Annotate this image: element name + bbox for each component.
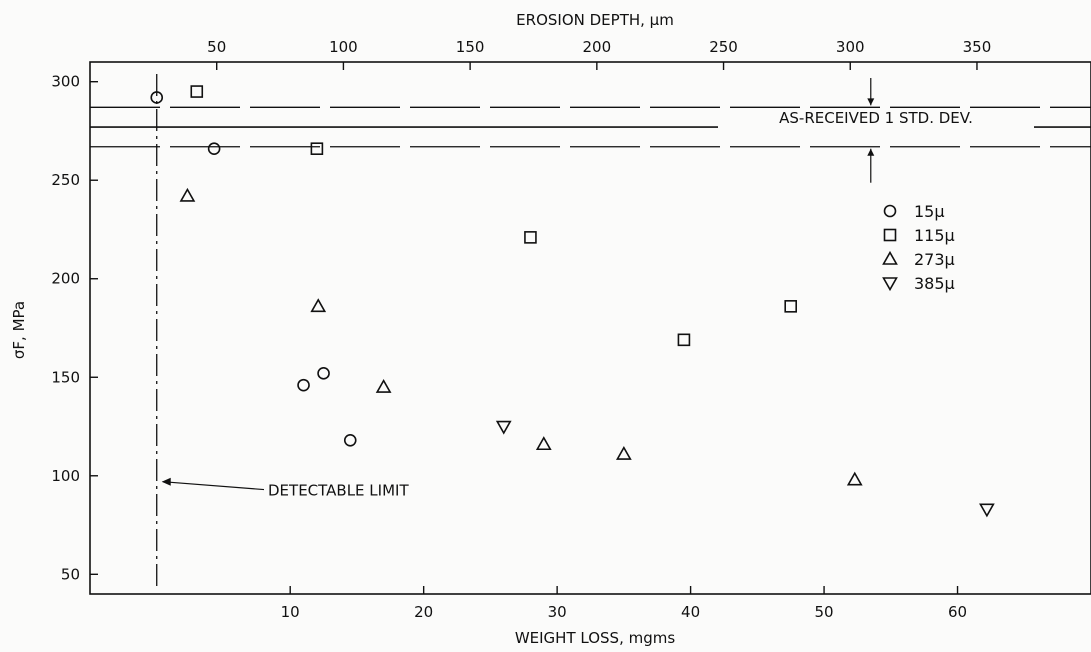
data-point-triangle-down [495,420,512,435]
plot-frame [89,61,1091,595]
x-tick-label: 10 [281,603,300,621]
data-point-triangle-up [375,378,392,393]
x-tick-label: 40 [681,603,700,621]
reference-label: AS-RECEIVED 1 STD. DEV. [779,109,973,127]
data-point-triangle-up [179,187,196,202]
y-tick-label: 200 [51,270,80,288]
data-point-triangle-down [979,503,995,518]
data-point-circle [297,378,310,392]
x2-tick-label: 300 [836,38,865,56]
std-dev-arrowhead-down [867,98,875,106]
data-point-square [190,85,204,98]
data-point-circle [317,367,330,380]
legend-label: 115μ [914,226,955,245]
data-point-square [677,333,691,347]
data-point-circle [343,434,357,447]
x2-tick-label: 250 [709,38,738,56]
detectable-limit-arrowhead [161,477,171,486]
data-point-circle [207,142,221,155]
data-point-circle [150,91,164,104]
data-point-triangle-up [846,471,863,486]
data-point-square [784,300,798,313]
x-tick-label: 20 [414,603,433,621]
detectable-limit-pointer [162,481,265,491]
x-tick-label: 50 [815,603,834,621]
y-tick-label: 100 [51,467,80,485]
data-point-triangle-up [535,436,552,451]
x-tick-label: 30 [548,603,567,621]
x2-tick-label: 350 [963,38,992,56]
legend-marker-square [883,228,897,242]
x-axis-title: WEIGHT LOSS, mgms [515,629,676,647]
legend-marker-circle [883,204,897,218]
y-tick-label: 50 [61,565,80,583]
legend-marker-triangle-up [882,250,898,265]
detectable-limit-label: DETECTABLE LIMIT [268,482,409,500]
x2-tick-label: 150 [456,38,485,56]
legend-label: 385μ [914,274,955,293]
legend-marker-triangle-down [882,277,898,292]
legend-label: 15μ [914,202,945,221]
x-tick-label: 60 [948,603,967,621]
legend: 15μ 115μ 273μ 385μ [882,202,955,293]
reference-lines: AS-RECEIVED 1 STD. DEV. DETECTABLE LIMIT [90,74,1091,591]
x2-tick-label: 100 [329,38,358,56]
std-dev-arrowhead-up [867,148,875,156]
data-point-triangle-up [615,445,632,460]
data-point-triangle-up [310,298,327,313]
y-tick-label: 250 [51,171,80,189]
y-tick-label: 300 [51,73,80,91]
y-tick-label: 150 [51,368,80,386]
x2-tick-label: 200 [583,38,612,56]
y-axis-title: σF, MPa [10,301,28,359]
data-point-square [524,231,537,244]
legend-label: 273μ [914,250,955,269]
axis-ticks: 10 20 30 40 50 60 50 100 150 200 250 300 350 50 100 150… [51,38,991,621]
data-points [150,85,995,518]
x2-axis-title: EROSION DEPTH, μm [516,11,674,29]
data-point-square [310,142,324,155]
x2-tick-label: 50 [207,38,226,56]
reference-label-background [718,108,1034,129]
